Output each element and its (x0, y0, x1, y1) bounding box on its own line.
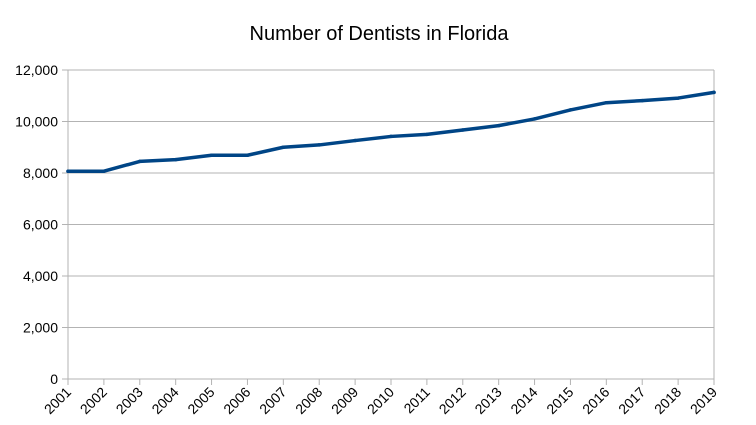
y-tick-label: 6,000 (23, 217, 58, 233)
x-tick-label: 2007 (256, 384, 289, 417)
y-tick-label: 4,000 (23, 268, 58, 284)
y-tick-label: 10,000 (15, 114, 58, 130)
x-tick-label: 2018 (651, 384, 684, 417)
data-point (676, 96, 680, 100)
data-point (353, 138, 357, 143)
data-point (532, 117, 537, 121)
y-axis: 0 2,000 4,000 6,000 8,000 10,000 12,000 (15, 62, 69, 387)
data-point (604, 100, 609, 105)
y-tick-label: 0 (50, 371, 58, 387)
data-point (173, 157, 178, 162)
data-point (425, 132, 429, 137)
x-tick-label: 2012 (436, 384, 469, 417)
data-point (712, 90, 716, 95)
y-tick-label: 12,000 (15, 62, 58, 78)
data-point (568, 108, 573, 112)
data-point (281, 145, 286, 149)
data-point (245, 153, 250, 157)
series-group (66, 90, 716, 173)
data-point (317, 143, 321, 147)
x-tick-label: 2009 (328, 384, 361, 417)
data-point (461, 128, 465, 132)
data-point (138, 159, 142, 164)
x-tick-label: 2019 (687, 384, 720, 417)
x-tick-label: 2016 (579, 384, 612, 417)
x-tick-label: 2005 (184, 384, 217, 417)
chart-title: Number of Dentists in Florida (250, 23, 510, 45)
data-point (389, 134, 393, 139)
data-point (640, 98, 644, 103)
data-point (102, 169, 106, 173)
x-tick-label: 2017 (615, 384, 648, 417)
gridlines (68, 69, 715, 380)
x-tick-label: 2004 (148, 384, 181, 417)
y-tick-label: 8,000 (23, 165, 58, 181)
x-tick-label: 2013 (471, 384, 504, 417)
data-point (496, 123, 501, 128)
y-tick-label: 2,000 (23, 320, 58, 336)
x-tick-label: 2006 (220, 384, 253, 417)
x-tick-label: 2014 (507, 384, 540, 417)
x-tick-label: 2001 (41, 384, 74, 417)
x-axis: 2001 2002 2003 2004 2005 2006 2007 2008 2009 2010… (41, 378, 720, 417)
x-tick-label: 2011 (400, 384, 433, 417)
data-point (66, 169, 70, 173)
x-tick-label: 2003 (113, 384, 146, 417)
x-tick-label: 2002 (77, 384, 110, 417)
series-line (66, 90, 716, 173)
x-tick-label: 2015 (543, 384, 576, 417)
x-tick-label: 2010 (364, 384, 397, 417)
data-point (209, 153, 214, 157)
x-tick-label: 2008 (292, 384, 325, 417)
